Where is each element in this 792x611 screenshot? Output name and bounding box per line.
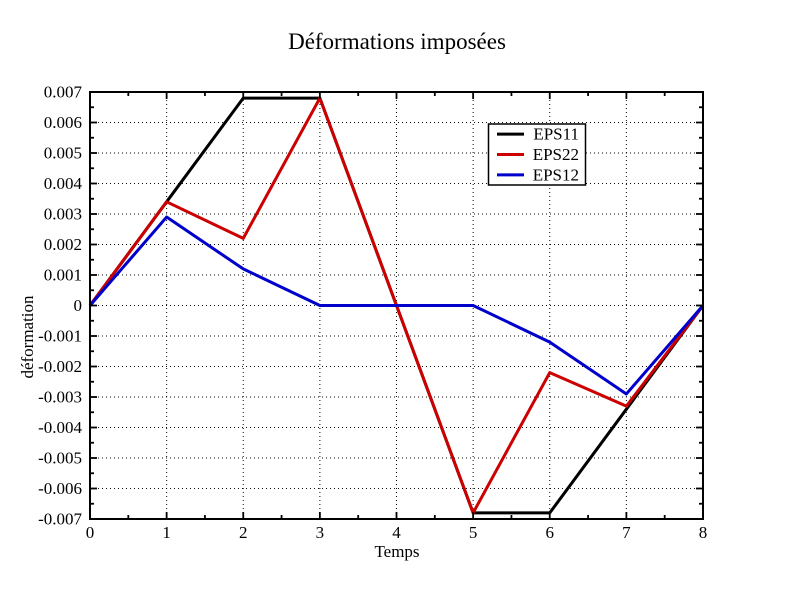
legend-label-eps12: EPS12 bbox=[533, 165, 579, 184]
x-tick-label: 2 bbox=[239, 523, 248, 542]
chart-title: Déformations imposées bbox=[288, 29, 506, 54]
y-axis-label: déformation bbox=[18, 295, 37, 379]
y-tick-label: -0.007 bbox=[38, 510, 82, 529]
x-tick-label: 7 bbox=[622, 523, 631, 542]
y-tick-label: 0.002 bbox=[44, 235, 82, 254]
legend-label-eps22: EPS22 bbox=[533, 145, 579, 164]
y-tick-label: -0.005 bbox=[38, 449, 82, 468]
x-tick-label: 3 bbox=[316, 523, 325, 542]
data-series bbox=[88, 96, 705, 515]
legend-label-eps11: EPS11 bbox=[533, 125, 579, 144]
x-tick-label: 5 bbox=[469, 523, 478, 542]
x-tick-label: 6 bbox=[546, 523, 555, 542]
tick-labels: 0 1 2 3 4 5 6 7 8 0.007 0.006 0.005 0.004 0.003 0.002 0… bbox=[38, 83, 707, 543]
y-tick-label: 0.006 bbox=[44, 113, 82, 132]
x-tick-label: 0 bbox=[86, 523, 95, 542]
y-tick-label: 0.001 bbox=[44, 266, 82, 285]
y-tick-label: 0.004 bbox=[44, 174, 83, 193]
tick-marks bbox=[89, 91, 704, 520]
y-tick-label: -0.004 bbox=[38, 418, 82, 437]
x-tick-label: 1 bbox=[162, 523, 171, 542]
y-tick-label: 0.003 bbox=[44, 205, 82, 224]
y-tick-label: -0.001 bbox=[38, 327, 82, 346]
x-tick-label: 8 bbox=[699, 523, 708, 542]
y-tick-label: -0.003 bbox=[38, 388, 82, 407]
y-tick-label: -0.006 bbox=[38, 479, 82, 498]
series-line-eps12 bbox=[88, 215, 705, 396]
y-tick-label: -0.002 bbox=[38, 357, 82, 376]
x-tick-label: 4 bbox=[392, 523, 401, 542]
y-tick-label: 0 bbox=[74, 296, 83, 315]
x-axis-label: Temps bbox=[374, 542, 419, 561]
y-tick-label: 0.007 bbox=[44, 83, 83, 102]
y-tick-label: 0.005 bbox=[44, 144, 82, 163]
